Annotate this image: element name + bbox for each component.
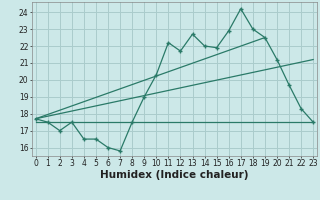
X-axis label: Humidex (Indice chaleur): Humidex (Indice chaleur) — [100, 170, 249, 180]
